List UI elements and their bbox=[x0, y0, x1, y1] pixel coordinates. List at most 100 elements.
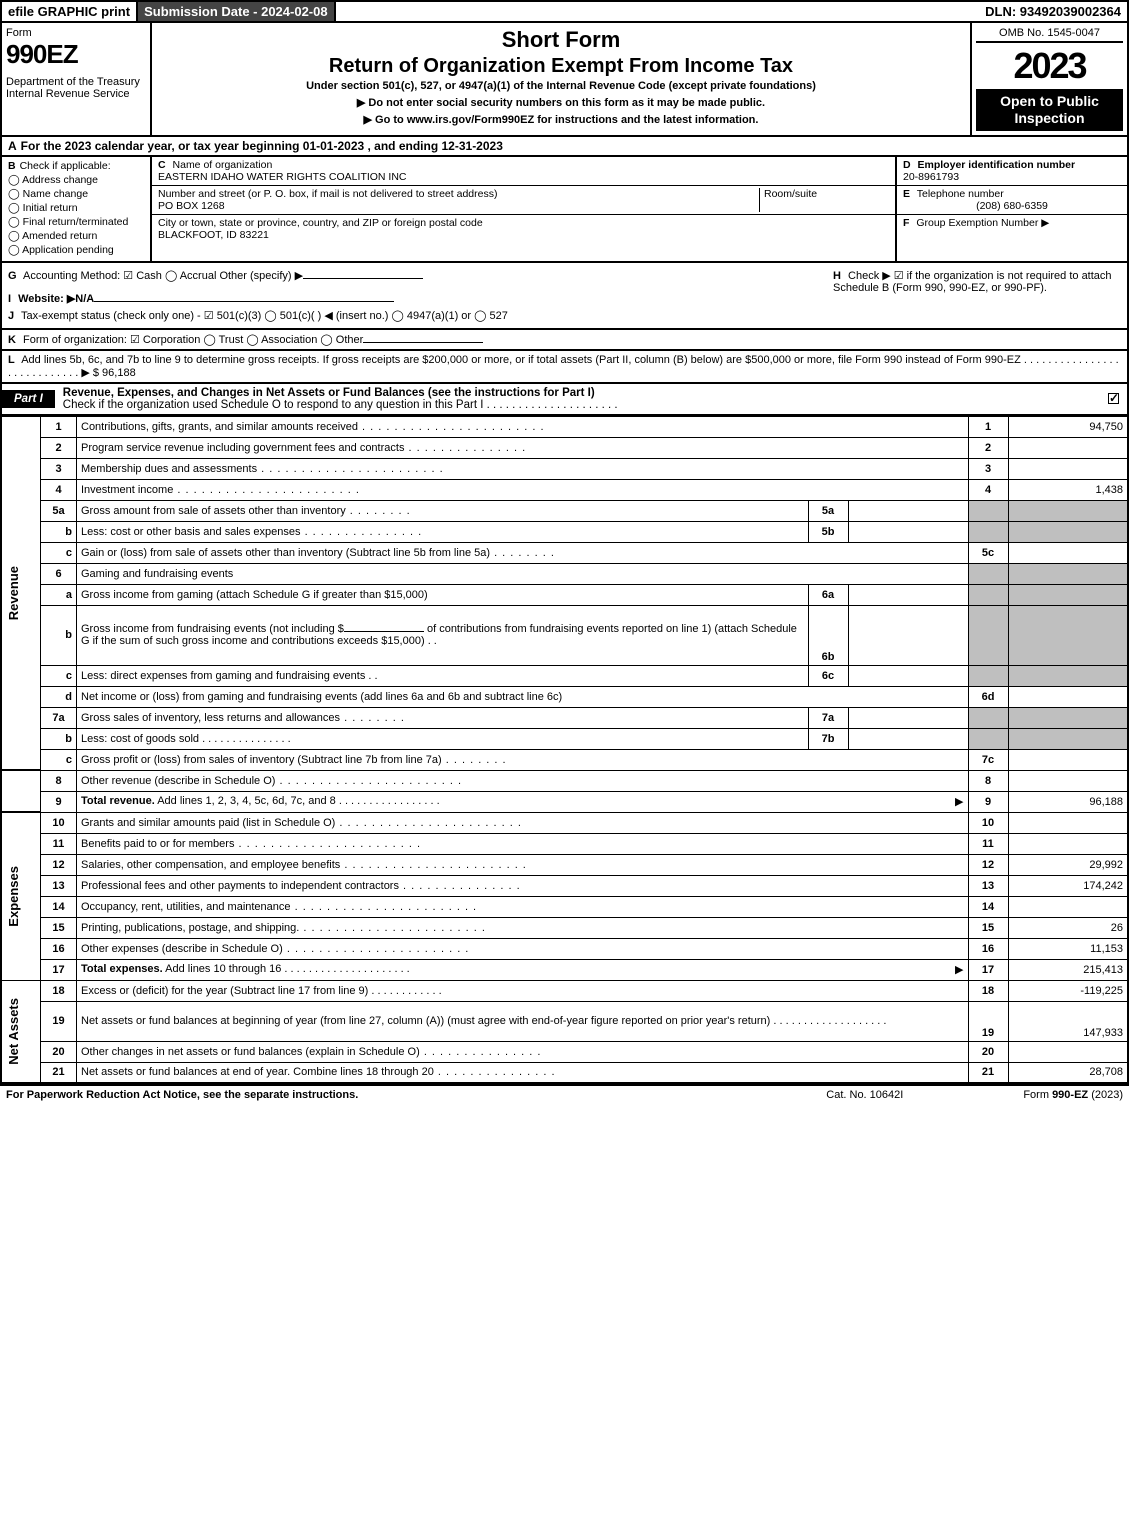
line-7c-amount bbox=[1008, 749, 1128, 770]
section-bcdef: BCheck if applicable: ◯ Address change ◯… bbox=[0, 157, 1129, 263]
tax-year: 2023 bbox=[976, 45, 1123, 87]
line-5a-num: 5a bbox=[41, 500, 77, 521]
line-7a-sublabel: 7a bbox=[808, 707, 848, 728]
f-label: Group Exemption Number ▶ bbox=[916, 217, 1049, 229]
line-21-rnum: 21 bbox=[968, 1062, 1008, 1083]
line-14-amount bbox=[1008, 896, 1128, 917]
line-11-rnum: 11 bbox=[968, 833, 1008, 854]
line-4-rnum: 4 bbox=[968, 479, 1008, 500]
row-l: L Add lines 5b, 6c, and 7b to line 9 to … bbox=[0, 351, 1129, 384]
instruction-1: ▶ Do not enter social security numbers o… bbox=[160, 96, 962, 109]
line-11-desc: Benefits paid to or for members bbox=[81, 838, 421, 850]
subtitle: Under section 501(c), 527, or 4947(a)(1)… bbox=[160, 80, 962, 92]
line-9-rnum: 9 bbox=[968, 791, 1008, 812]
line-6b-desc: Gross income from fundraising events (no… bbox=[77, 605, 809, 665]
line-13-num: 13 bbox=[41, 875, 77, 896]
line-1-amount: 94,750 bbox=[1008, 416, 1128, 437]
line-19-rnum: 19 bbox=[968, 1001, 1008, 1041]
line-5a-subval bbox=[848, 500, 968, 521]
line-7a-desc: Gross sales of inventory, less returns a… bbox=[81, 712, 405, 724]
line-8-rnum: 8 bbox=[968, 770, 1008, 791]
line-7b-num: b bbox=[41, 728, 77, 749]
chk-name-change[interactable]: ◯ Name change bbox=[8, 188, 144, 200]
row-h: Check ▶ ☑ if the organization is not req… bbox=[833, 270, 1112, 294]
line-13-rnum: 13 bbox=[968, 875, 1008, 896]
part1-table: Revenue 1 Contributions, gifts, grants, … bbox=[0, 416, 1129, 1085]
form-header: Form 990EZ Department of the Treasury In… bbox=[0, 23, 1129, 137]
revenue-sidelabel: Revenue bbox=[6, 566, 21, 620]
line-2-num: 2 bbox=[41, 437, 77, 458]
org-name: EASTERN IDAHO WATER RIGHTS COALITION INC bbox=[158, 171, 407, 183]
line-3-rnum: 3 bbox=[968, 458, 1008, 479]
line-16-amount: 11,153 bbox=[1008, 938, 1128, 959]
line-15-rnum: 15 bbox=[968, 917, 1008, 938]
row-a: AFor the 2023 calendar year, or tax year… bbox=[0, 137, 1129, 157]
street-value: PO BOX 1268 bbox=[158, 200, 225, 212]
line-11-num: 11 bbox=[41, 833, 77, 854]
line-7a-subval bbox=[848, 707, 968, 728]
line-20-num: 20 bbox=[41, 1041, 77, 1062]
col-def: D Employer identification number20-89617… bbox=[897, 157, 1127, 261]
line-3-num: 3 bbox=[41, 458, 77, 479]
d-label: Employer identification number bbox=[918, 159, 1076, 171]
line-12-amount: 29,992 bbox=[1008, 854, 1128, 875]
line-7c-desc: Gross profit or (loss) from sales of inv… bbox=[81, 754, 507, 766]
line-5b-subval bbox=[848, 521, 968, 542]
line-19-num: 19 bbox=[41, 1001, 77, 1041]
line-7b-desc: Less: cost of goods sold bbox=[81, 733, 199, 745]
part1-checkbox[interactable] bbox=[1108, 393, 1119, 404]
line-10-amount bbox=[1008, 812, 1128, 833]
line-6-desc: Gaming and fundraising events bbox=[77, 563, 969, 584]
part-1-header: Part I Revenue, Expenses, and Changes in… bbox=[0, 384, 1129, 416]
line-4-amount: 1,438 bbox=[1008, 479, 1128, 500]
chk-application-pending[interactable]: ◯ Application pending bbox=[8, 244, 144, 256]
chk-address-change[interactable]: ◯ Address change bbox=[8, 174, 144, 186]
line-20-amount bbox=[1008, 1041, 1128, 1062]
line-19-amount: 147,933 bbox=[1008, 1001, 1128, 1041]
line-8-desc: Other revenue (describe in Schedule O) bbox=[81, 775, 462, 787]
line-6a-subval bbox=[848, 584, 968, 605]
line-18-desc: Excess or (deficit) for the year (Subtra… bbox=[81, 985, 368, 997]
section-ghij: G Accounting Method: ☑ Cash ◯ Accrual Ot… bbox=[0, 263, 1129, 330]
line-5b-sublabel: 5b bbox=[808, 521, 848, 542]
line-6c-sublabel: 6c bbox=[808, 665, 848, 686]
chk-final-return[interactable]: ◯ Final return/terminated bbox=[8, 216, 144, 228]
line-6d-amount bbox=[1008, 686, 1128, 707]
line-6c-subval bbox=[848, 665, 968, 686]
line-14-desc: Occupancy, rent, utilities, and maintena… bbox=[81, 901, 477, 913]
line-5c-amount bbox=[1008, 542, 1128, 563]
line-17-amount: 215,413 bbox=[1008, 959, 1128, 980]
b-label: Check if applicable: bbox=[20, 160, 111, 172]
instruction-2[interactable]: ▶ Go to www.irs.gov/Form990EZ for instru… bbox=[160, 113, 962, 126]
street-label: Number and street (or P. O. box, if mail… bbox=[158, 188, 497, 200]
line-12-num: 12 bbox=[41, 854, 77, 875]
line-10-rnum: 10 bbox=[968, 812, 1008, 833]
line-13-desc: Professional fees and other payments to … bbox=[81, 880, 521, 892]
chk-initial-return[interactable]: ◯ Initial return bbox=[8, 202, 144, 214]
chk-amended-return[interactable]: ◯ Amended return bbox=[8, 230, 144, 242]
line-1-rnum: 1 bbox=[968, 416, 1008, 437]
line-13-amount: 174,242 bbox=[1008, 875, 1128, 896]
line-6c-num: c bbox=[41, 665, 77, 686]
c-label: Name of organization bbox=[173, 159, 273, 171]
col-c: C Name of organization EASTERN IDAHO WAT… bbox=[152, 157, 897, 261]
line-6b-sublabel: 6b bbox=[808, 605, 848, 665]
submission-date-button[interactable]: Submission Date - 2024-02-08 bbox=[138, 2, 336, 21]
line-6d-desc: Net income or (loss) from gaming and fun… bbox=[77, 686, 969, 707]
line-17-rnum: 17 bbox=[968, 959, 1008, 980]
line-5c-desc: Gain or (loss) from sale of assets other… bbox=[81, 547, 555, 559]
line-5a-sublabel: 5a bbox=[808, 500, 848, 521]
part-1-label: Part I bbox=[2, 390, 55, 408]
row-a-text: For the 2023 calendar year, or tax year … bbox=[21, 139, 503, 153]
open-to-public: Open to Public Inspection bbox=[976, 89, 1123, 131]
line-21-desc: Net assets or fund balances at end of ye… bbox=[81, 1066, 556, 1078]
line-6a-desc: Gross income from gaming (attach Schedul… bbox=[77, 584, 809, 605]
efile-print-button[interactable]: efile GRAPHIC print bbox=[2, 2, 138, 21]
line-6b-num: b bbox=[41, 605, 77, 665]
line-19-desc: Net assets or fund balances at beginning… bbox=[81, 1015, 770, 1027]
line-20-rnum: 20 bbox=[968, 1041, 1008, 1062]
line-3-amount bbox=[1008, 458, 1128, 479]
line-5a-desc: Gross amount from sale of assets other t… bbox=[81, 505, 411, 517]
line-5b-num: b bbox=[41, 521, 77, 542]
part-1-checkline: Check if the organization used Schedule … bbox=[63, 399, 484, 411]
